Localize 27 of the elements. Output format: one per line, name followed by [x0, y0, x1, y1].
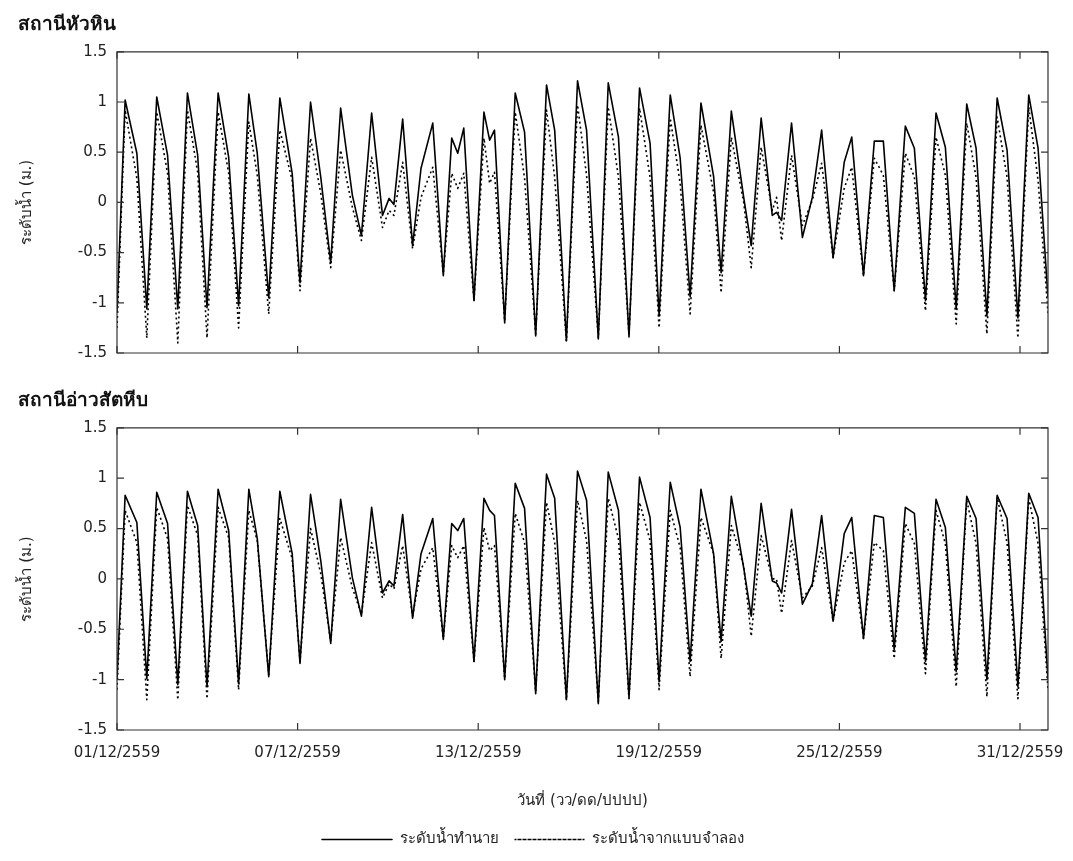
- x-tick-label: 19/12/2559: [615, 742, 703, 761]
- y-tick-label: -0.5: [77, 242, 107, 261]
- chart-title: สถานีหัวหิน: [18, 12, 116, 35]
- x-tick-label: 31/12/2559: [976, 742, 1064, 761]
- y-tick-label: 1.5: [83, 41, 107, 60]
- y-tick-label: -1: [92, 292, 107, 311]
- y-tick-label: 1: [97, 468, 107, 487]
- y-tick-label: 1: [97, 91, 107, 110]
- y-tick-label: 0: [97, 192, 107, 211]
- y-tick-label: -0.5: [77, 619, 107, 638]
- chart-title: สถานีอ่าวสัตหีบ: [18, 388, 148, 411]
- y-tick-label: -1.5: [77, 719, 107, 738]
- legend-label: ระดับน้ำทำนาย: [399, 827, 499, 848]
- y-tick-label: 0: [97, 568, 107, 587]
- y-tick-label: 1.5: [83, 417, 107, 436]
- x-tick-label: 01/12/2559: [73, 742, 161, 761]
- legend-label: ระดับน้ำจากแบบจำลอง: [592, 827, 744, 848]
- x-tick-label: 25/12/2559: [796, 742, 883, 761]
- x-tick-label: 13/12/2559: [434, 742, 522, 761]
- y-tick-label: 0.5: [83, 518, 107, 537]
- y-axis-title: ระดับน้ำ (ม.): [14, 159, 35, 246]
- y-tick-label: 0.5: [83, 142, 107, 161]
- x-tick-label: 07/12/2559: [254, 742, 341, 761]
- x-axis-title: วันที่ (วว/ดด/ปปปป): [517, 788, 648, 809]
- y-tick-label: -1: [92, 669, 107, 688]
- y-tick-label: -1.5: [77, 342, 107, 361]
- y-axis-title: ระดับน้ำ (ม.): [14, 536, 35, 622]
